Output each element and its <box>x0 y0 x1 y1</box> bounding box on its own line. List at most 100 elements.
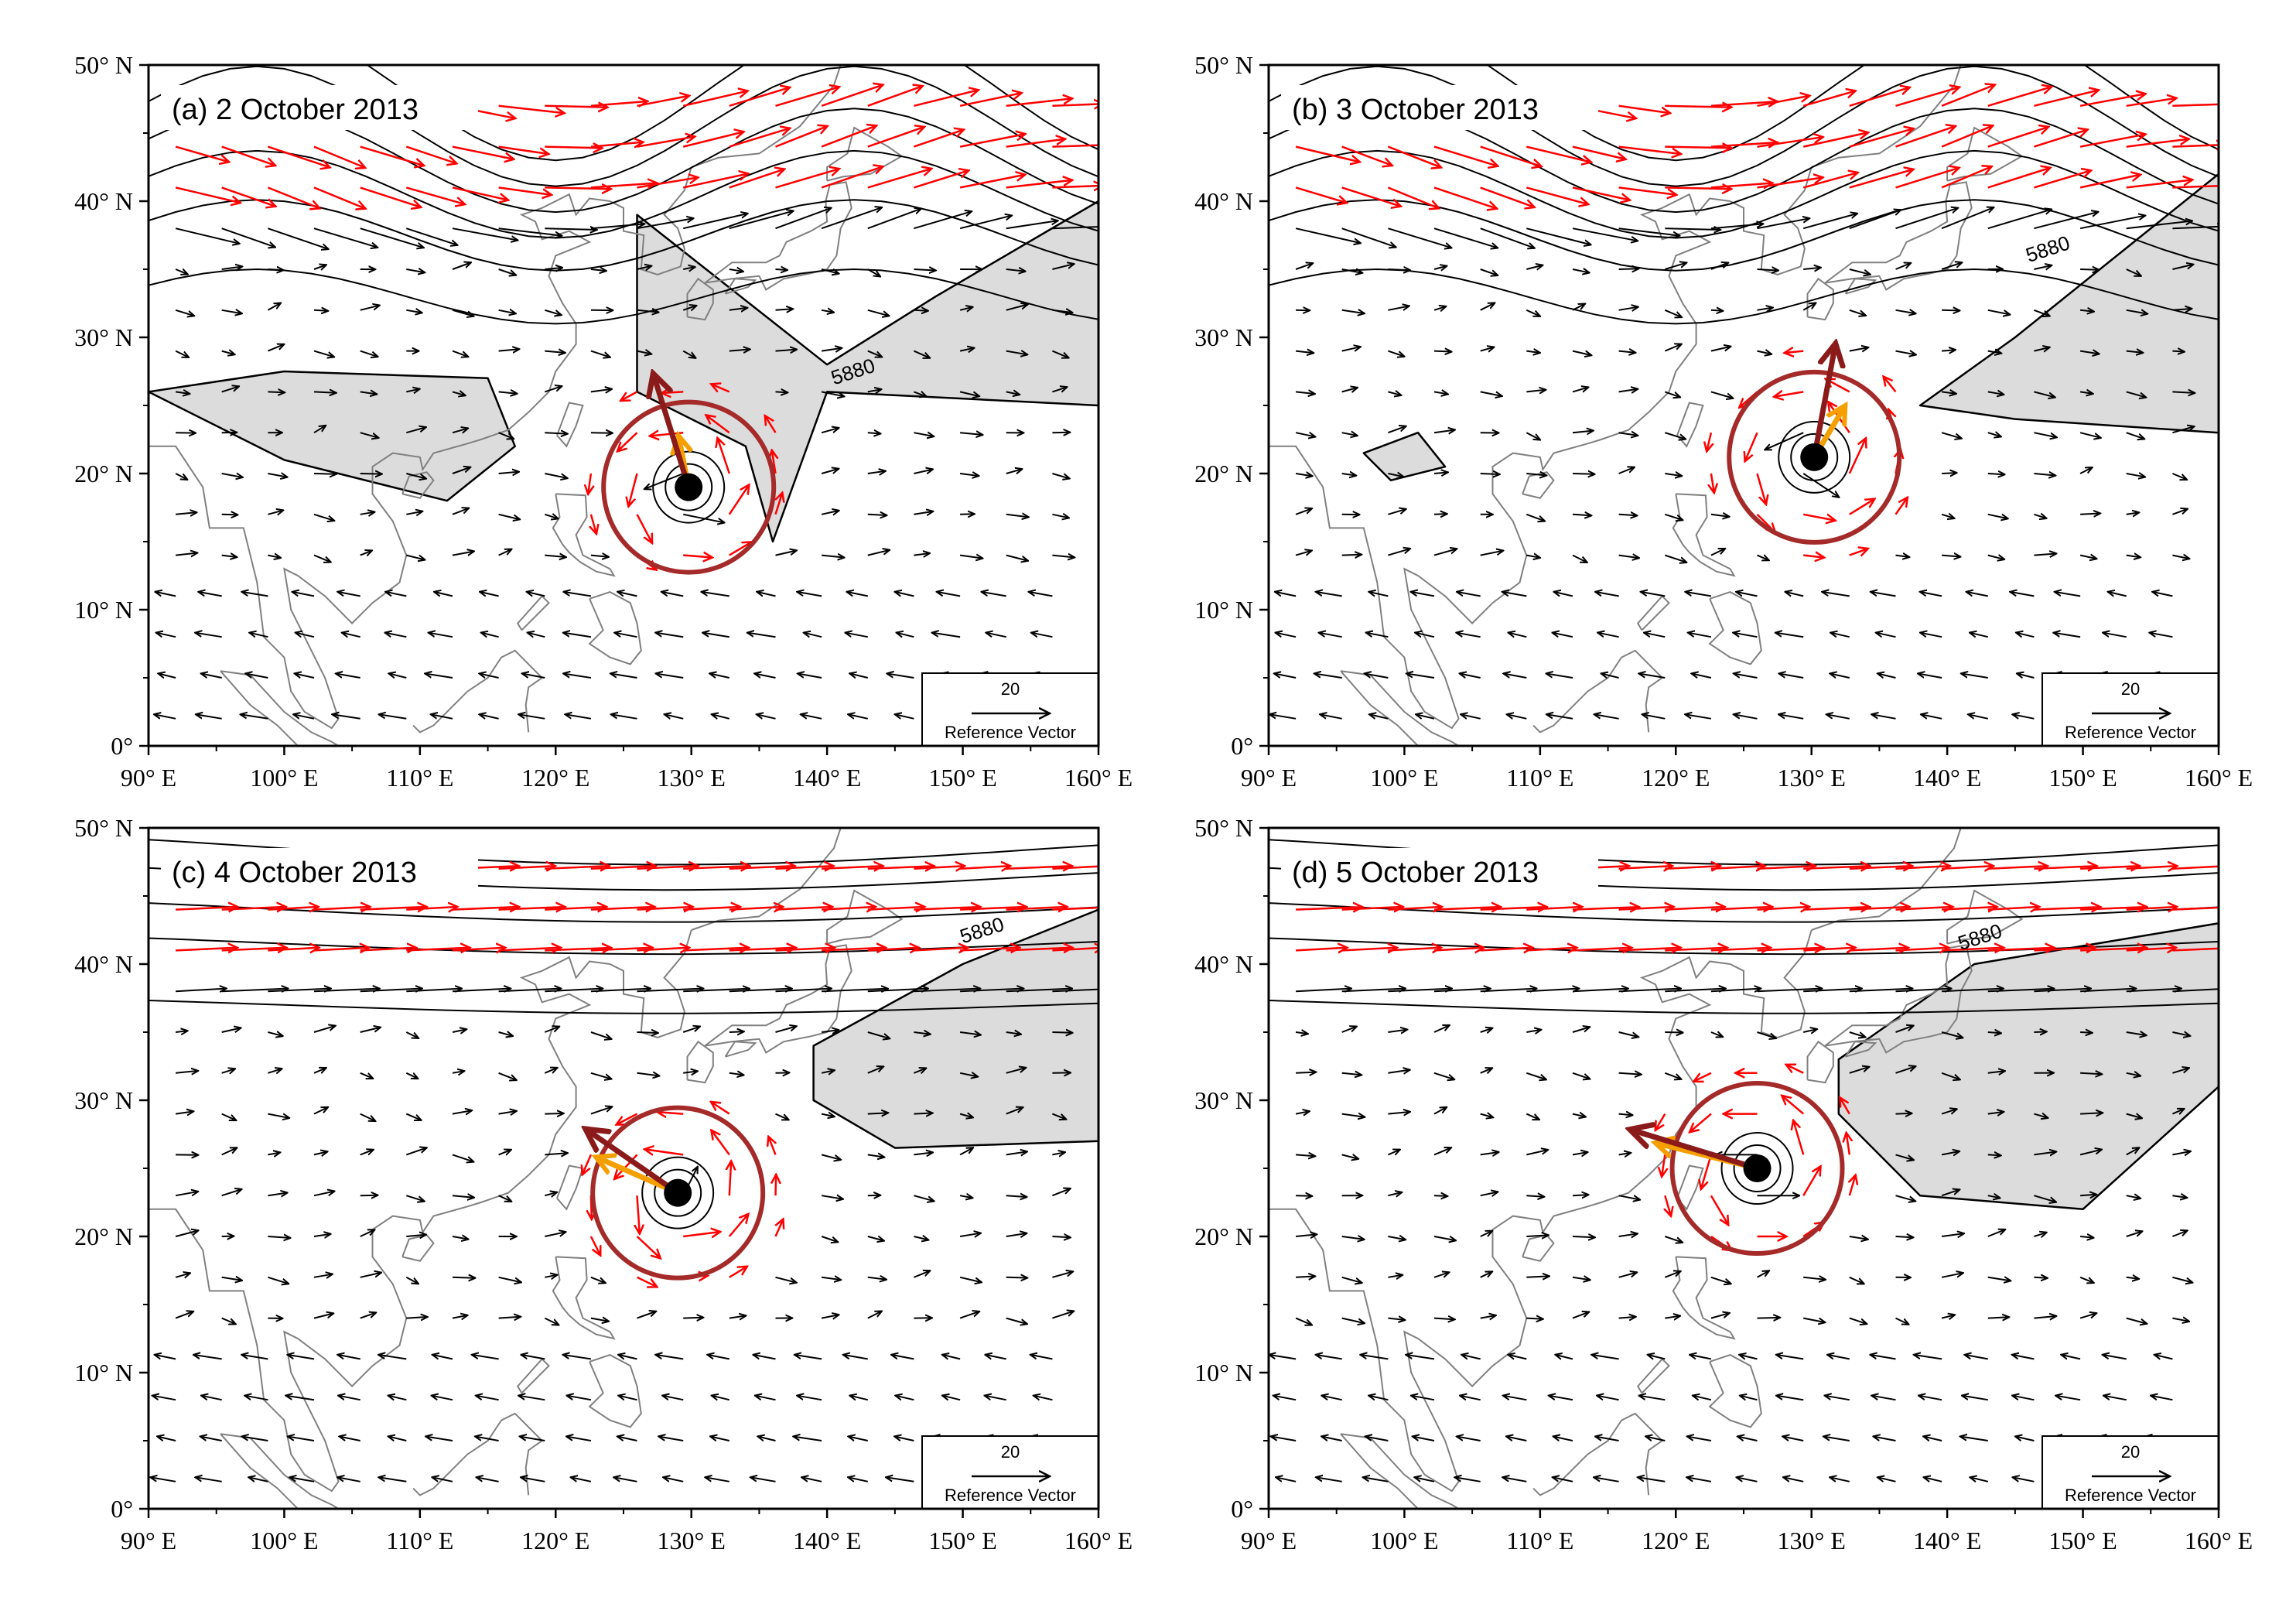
subtropical-high-area <box>1837 922 2219 1211</box>
wind-vector <box>1367 633 1389 638</box>
wind-vector <box>1370 714 1389 718</box>
jet-wind-vector <box>221 948 286 951</box>
wind-vector <box>867 350 882 357</box>
wind-vector <box>1295 351 1313 354</box>
jet-wind-vector <box>1757 866 1815 869</box>
wind-vector <box>1618 268 1638 269</box>
jet-wind-vector <box>822 948 885 951</box>
x-tick-label: 160° E <box>1064 764 1133 792</box>
jet-wind-vector <box>637 137 695 148</box>
wind-vector <box>1269 1355 1297 1360</box>
wind-vector <box>801 714 822 720</box>
wind-vector <box>406 1317 427 1318</box>
y-tick-label: 10° N <box>1194 1359 1253 1387</box>
jet-wind-vector <box>960 907 1026 910</box>
wind-vector <box>360 1273 381 1278</box>
wind-vector <box>1388 1112 1409 1114</box>
jet-wind-vector <box>1849 549 1867 555</box>
jet-wind-vector <box>1710 101 1777 106</box>
height-contour <box>1485 65 2219 162</box>
jet-wind-vector <box>1387 145 1440 168</box>
wind-vector <box>1433 1273 1449 1278</box>
wind-vector <box>1341 1154 1358 1158</box>
wind-vector <box>645 473 684 489</box>
wind-vector <box>2126 1277 2139 1279</box>
wind-vector <box>1828 1355 1850 1360</box>
wind-vector <box>268 344 283 352</box>
wind-vector <box>1504 1396 1527 1401</box>
wind-vector <box>360 350 378 357</box>
wind-vector <box>1322 1396 1342 1400</box>
jet-wind-vector <box>959 175 1024 189</box>
wind-vector <box>590 350 610 357</box>
wind-vector <box>1433 351 1451 352</box>
wind-vector <box>914 511 932 515</box>
wind-vector <box>1508 1355 1527 1359</box>
wind-vector <box>1388 549 1409 556</box>
wind-vector <box>637 1032 658 1033</box>
wind-vector <box>896 714 914 718</box>
jet-wind-vector <box>1388 907 1441 910</box>
wind-vector <box>1317 592 1342 597</box>
wind-vector <box>656 1355 684 1360</box>
wind-vector <box>313 426 326 434</box>
jet-wind-vector <box>821 167 882 189</box>
wind-vector <box>1849 1317 1867 1324</box>
coastline <box>556 402 584 448</box>
coastline <box>149 193 610 730</box>
wind-vector <box>1777 1396 1804 1401</box>
jet-wind-vector <box>712 1103 730 1115</box>
wind-vector <box>545 268 562 269</box>
wind-vector <box>1941 1315 1954 1318</box>
wind-vector <box>452 263 470 270</box>
wind-vector <box>2126 556 2141 558</box>
wind-vector <box>313 1234 330 1236</box>
jet-wind-vector <box>712 1130 730 1156</box>
jet-wind-vector <box>637 178 698 189</box>
wind-vector <box>2126 1232 2142 1237</box>
steering-radius-circle <box>601 399 777 575</box>
jet-wind-vector <box>175 145 228 162</box>
wind-vector <box>2034 347 2048 351</box>
wind-vector <box>2103 1355 2127 1360</box>
jet-wind-vector <box>590 142 643 147</box>
wind-vector <box>729 211 793 230</box>
wind-vector <box>2172 392 2194 393</box>
wind-vector <box>1665 1032 1682 1033</box>
wind-vector <box>1554 1437 1573 1441</box>
wind-vector <box>914 1153 932 1155</box>
wind-vector <box>775 551 797 556</box>
coastline <box>1824 944 1973 1054</box>
wind-vector <box>1596 592 1619 597</box>
wind-vector <box>959 1032 980 1034</box>
wind-vector <box>1961 1437 1988 1441</box>
wind-vector <box>2080 989 2135 992</box>
wind-vector <box>1052 1272 1072 1278</box>
wind-vector <box>2034 309 2049 316</box>
wind-vector <box>775 269 788 270</box>
jet-wind-vector <box>268 948 318 951</box>
x-tick-label: 100° E <box>1370 764 1438 792</box>
wind-vector <box>1783 1437 1804 1441</box>
jet-wind-vector <box>590 948 652 951</box>
wind-vector <box>1686 592 1712 597</box>
wind-vector <box>1480 1028 1492 1032</box>
wind-vector <box>1895 263 1911 270</box>
wind-vector <box>1433 306 1446 310</box>
wind-vector <box>1734 674 1758 679</box>
wind-vector <box>712 714 730 718</box>
wind-vector <box>1433 430 1454 433</box>
wind-vector <box>545 1275 556 1277</box>
jet-wind-vector <box>1941 167 1991 189</box>
wind-vector <box>821 428 839 434</box>
wind-vector <box>1664 1271 1680 1278</box>
x-tick-label: 110° E <box>1506 764 1573 792</box>
wind-vector <box>1503 592 1527 597</box>
jet-wind-vector <box>1665 106 1731 108</box>
wind-vector <box>1388 426 1405 434</box>
wind-vector <box>1276 633 1297 638</box>
jet-wind-vector <box>1895 168 1959 189</box>
wind-vector <box>452 1154 473 1161</box>
wind-vector <box>959 307 972 310</box>
wind-vector <box>1322 1437 1342 1441</box>
